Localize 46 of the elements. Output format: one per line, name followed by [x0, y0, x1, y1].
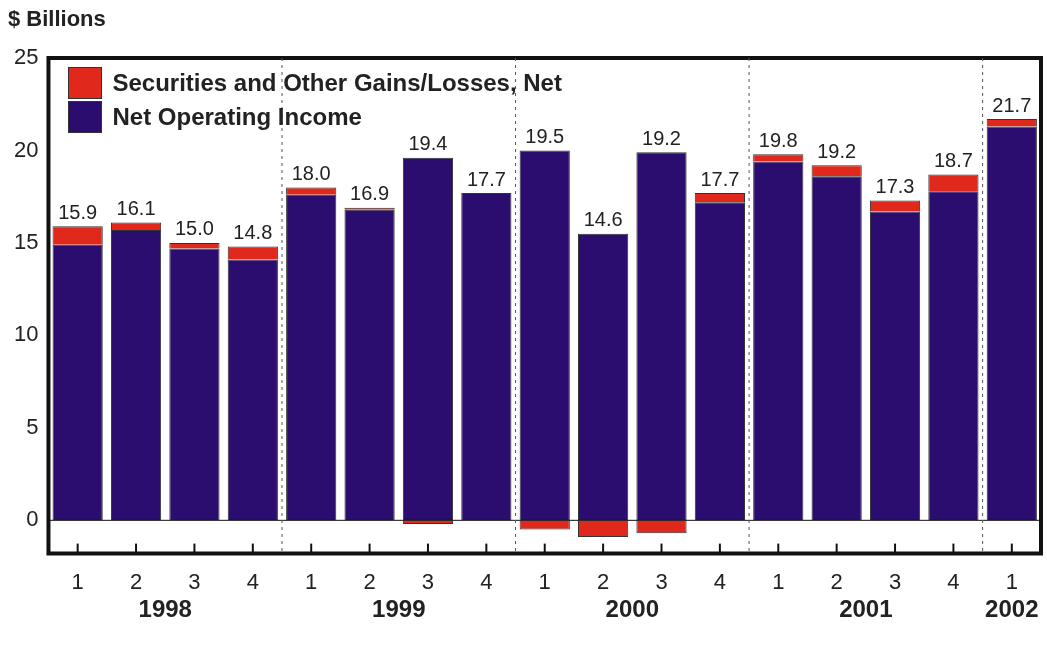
total-label: 18.0: [291, 161, 331, 184]
x-tick-label: 4: [713, 568, 727, 594]
x-tick-label: 3: [655, 568, 668, 594]
total-label: 16.9: [350, 182, 390, 205]
total-label: 17.7: [466, 167, 506, 190]
x-tick-label: 2: [596, 568, 610, 594]
y-tick-label: 15: [13, 228, 39, 254]
total-label: 16.1: [116, 197, 156, 220]
x-tick-label: 1: [71, 568, 84, 594]
total-label: 15.9: [58, 200, 98, 223]
total-label: 19.2: [817, 139, 857, 162]
y-tick-label: 20: [13, 136, 39, 162]
total-label: 19.2: [642, 126, 681, 149]
text: 2002: [985, 595, 1039, 623]
x-tick-label: 1: [772, 568, 785, 594]
x-tick-label: 2: [363, 568, 376, 594]
x-tick-label: 2: [129, 568, 143, 594]
total-label: 14.8: [233, 221, 273, 244]
text: 1999: [372, 595, 426, 623]
y-tick-label: 0: [26, 506, 39, 532]
x-tick-label: 1: [538, 568, 551, 594]
total-label: 21.7: [992, 93, 1032, 116]
y-axis-title: $ Billions: [8, 6, 106, 32]
text: 2000: [605, 595, 660, 623]
text: 1998: [138, 595, 192, 623]
y-tick-label: 5: [26, 413, 39, 439]
x-tick-label: 1: [1005, 568, 1018, 594]
x-tick-label: 3: [188, 568, 201, 594]
text: 2001: [839, 595, 893, 623]
total-label: 17.7: [700, 167, 740, 190]
total-label: 19.4: [408, 132, 448, 155]
x-tick-label: 3: [421, 568, 435, 594]
y-tick-label: 10: [13, 321, 39, 347]
legend-entry: Securities and Other Gains/Losses, Net: [68, 66, 562, 100]
y-tick-label: 25: [13, 44, 39, 70]
total-label: 17.3: [875, 174, 915, 197]
x-tick-label: 4: [246, 568, 259, 594]
total-label: 18.7: [933, 149, 973, 172]
x-tick-label: 3: [888, 568, 902, 594]
total-label: 14.6: [583, 208, 623, 231]
total-label: 15.0: [174, 217, 214, 240]
total-label: 19.8: [758, 128, 798, 151]
x-tick-label: 1: [305, 568, 318, 594]
x-tick-label: 2: [830, 568, 843, 594]
x-tick-label: 4: [947, 568, 960, 594]
x-tick-label: 4: [480, 568, 493, 594]
